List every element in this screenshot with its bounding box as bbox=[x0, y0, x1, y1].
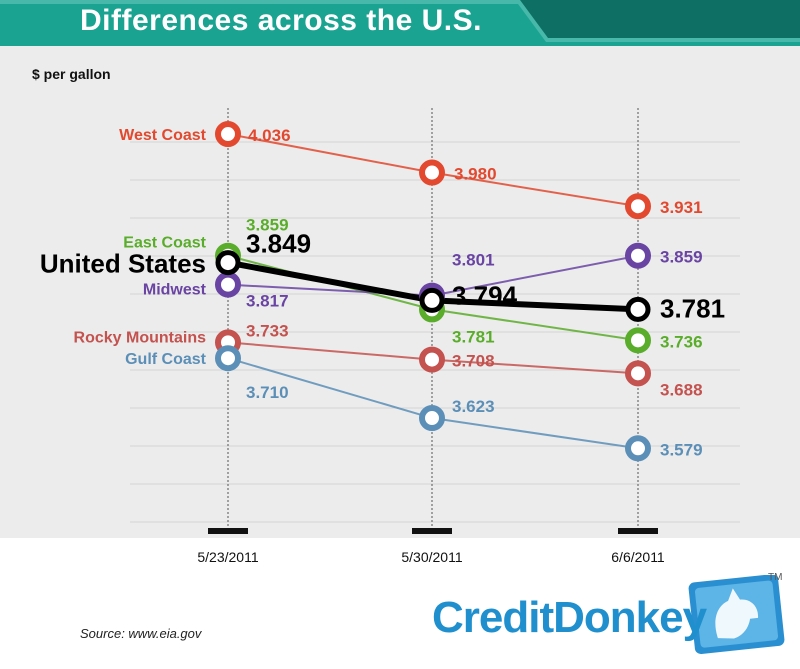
source-note: Source: www.eia.gov bbox=[80, 626, 202, 641]
legend-label: Midwest bbox=[143, 282, 207, 299]
data-label: 3.579 bbox=[660, 440, 703, 459]
data-point bbox=[419, 405, 445, 432]
y-axis-label: $ per gallon bbox=[32, 66, 111, 82]
title-banner: Differences across the U.S. bbox=[0, 0, 800, 46]
data-point bbox=[625, 327, 651, 354]
logo-wordmark: CreditDonkey bbox=[432, 593, 707, 642]
data-point bbox=[215, 271, 241, 298]
data-point bbox=[419, 346, 445, 373]
data-point bbox=[215, 250, 241, 276]
legend-label: United States bbox=[40, 249, 206, 279]
x-tick bbox=[412, 528, 452, 534]
legend-label: East Coast bbox=[123, 235, 206, 252]
data-label: 3.708 bbox=[452, 352, 495, 371]
data-point bbox=[625, 296, 651, 322]
page-title: Differences across the U.S. bbox=[80, 4, 482, 37]
legend-label: West Coast bbox=[119, 127, 207, 144]
data-label: 3.736 bbox=[660, 332, 703, 351]
x-tick bbox=[208, 528, 248, 534]
logo-trademark: TM bbox=[768, 572, 783, 583]
data-label: 3.733 bbox=[246, 321, 289, 340]
x-tick-label: 5/23/2011 bbox=[197, 549, 258, 565]
data-label: 3.859 bbox=[660, 248, 703, 267]
data-point bbox=[625, 193, 651, 220]
data-point bbox=[625, 242, 651, 269]
data-label: 3.623 bbox=[452, 397, 495, 416]
data-label: 3.849 bbox=[246, 229, 311, 259]
legend-label: Gulf Coast bbox=[125, 351, 207, 368]
banner-shape bbox=[0, 0, 800, 46]
data-point bbox=[419, 287, 445, 313]
data-point bbox=[419, 159, 445, 186]
data-point bbox=[215, 345, 241, 372]
data-label: 3.980 bbox=[454, 165, 497, 184]
donkey-card-icon bbox=[688, 575, 785, 655]
data-label: 3.817 bbox=[246, 292, 289, 311]
x-tick bbox=[618, 528, 658, 534]
data-point bbox=[625, 360, 651, 387]
data-label: 3.710 bbox=[246, 383, 289, 402]
data-point bbox=[215, 121, 241, 148]
data-label: 3.688 bbox=[660, 380, 703, 399]
data-label: 3.801 bbox=[452, 251, 495, 270]
data-label: 3.859 bbox=[246, 216, 289, 235]
data-label: 3.781 bbox=[660, 293, 725, 323]
data-label: 3.781 bbox=[452, 327, 495, 346]
data-point bbox=[625, 435, 651, 462]
creditdonkey-logo bbox=[688, 575, 785, 655]
data-label: 3.931 bbox=[660, 198, 703, 217]
x-tick-label: 5/30/2011 bbox=[401, 549, 462, 565]
x-tick-label: 6/6/2011 bbox=[611, 549, 665, 565]
data-label: 3.794 bbox=[452, 280, 518, 310]
data-label: 4.036 bbox=[248, 126, 291, 145]
legend-label: Rocky Mountains bbox=[74, 329, 207, 346]
